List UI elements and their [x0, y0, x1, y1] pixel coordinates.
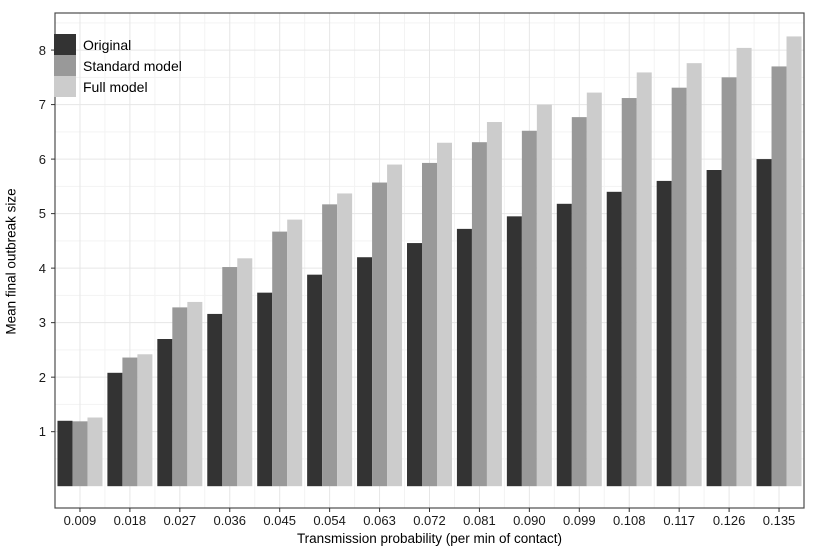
bar-original-0.027: [157, 339, 173, 487]
bar-standard-model-0.126: [721, 77, 737, 487]
y-tick-label-8: 8: [38, 42, 46, 58]
bar-standard-model-0.018: [122, 357, 138, 487]
y-tick-label-6: 6: [38, 151, 46, 167]
legend-label-full-model: Full model: [83, 78, 148, 95]
bar-full-model-0.126: [736, 47, 752, 487]
bar-standard-model-0.027: [172, 307, 188, 487]
bar-original-0.063: [357, 257, 373, 487]
x-tick-label-0.045: 0.045: [263, 513, 296, 528]
legend-label-original: Original: [83, 36, 132, 53]
bar-original-0.072: [407, 243, 422, 487]
x-tick-label-0.054: 0.054: [313, 513, 346, 528]
bar-original-0.108: [606, 191, 622, 487]
bar-standard-model-0.081: [471, 142, 487, 487]
bar-full-model-0.081: [486, 122, 502, 487]
bar-standard-model-0.072: [422, 162, 437, 487]
x-tick-label-0.036: 0.036: [213, 513, 247, 528]
bar-full-model-0.054: [337, 193, 353, 487]
legend: Original Standard model Full model: [54, 34, 182, 97]
bar-standard-model-0.054: [322, 204, 338, 487]
y-tick-label-2: 2: [38, 369, 46, 385]
y-tick-label-1: 1: [38, 424, 46, 440]
bar-original-0.018: [107, 372, 123, 487]
bar-standard-model-0.045: [272, 231, 288, 487]
bar-original-0.036: [207, 313, 223, 487]
legend-swatch-original: [54, 34, 76, 55]
bar-full-model-0.135: [786, 36, 802, 487]
bar-standard-model-0.099: [571, 117, 587, 487]
x-tick-label-0.117: 0.117: [663, 513, 695, 528]
bar-original-0.090: [506, 216, 522, 487]
x-tick-label-0.081: 0.081: [463, 513, 496, 528]
bar-full-model-0.045: [287, 219, 303, 487]
bar-standard-model-0.117: [671, 87, 687, 487]
legend-label-standard-model: Standard model: [83, 57, 182, 74]
bar-full-model-0.117: [686, 63, 702, 487]
bar-full-model-0.018: [137, 354, 153, 487]
bar-standard-model-0.009: [72, 421, 88, 487]
bar-full-model-0.072: [437, 142, 452, 487]
y-tick-label-7: 7: [38, 97, 46, 113]
x-tick-label-0.090: 0.090: [513, 513, 546, 528]
bars: [57, 36, 802, 487]
bar-full-model-0.099: [586, 92, 602, 487]
y-tick-label-4: 4: [38, 260, 46, 276]
x-tick-label-0.126: 0.126: [712, 513, 746, 528]
bar-standard-model-0.036: [222, 267, 238, 487]
x-tick-label-0.108: 0.108: [612, 513, 646, 528]
bar-full-model-0.090: [536, 104, 552, 487]
y-axis-title: Mean final outbreak size: [3, 188, 19, 335]
legend-swatch-standard-model: [54, 55, 76, 76]
x-tick-label-0.063: 0.063: [363, 513, 396, 528]
legend-item-full-model: Full model: [54, 76, 182, 97]
x-tick-label-0.099: 0.099: [563, 513, 596, 528]
bar-full-model-0.063: [387, 164, 403, 487]
legend-item-original: Original: [54, 34, 182, 55]
legend-swatch-full-model: [54, 76, 76, 97]
bar-standard-model-0.108: [621, 98, 637, 487]
legend-item-standard-model: Standard model: [54, 55, 182, 76]
bar-standard-model-0.135: [771, 66, 787, 487]
bar-full-model-0.108: [636, 72, 652, 487]
bar-original-0.126: [706, 170, 722, 487]
x-tick-label-0.018: 0.018: [113, 513, 147, 528]
bar-full-model-0.027: [187, 301, 203, 487]
bar-original-0.045: [257, 292, 273, 487]
bar-standard-model-0.090: [521, 130, 537, 487]
bar-original-0.081: [456, 228, 472, 487]
x-tick-label-0.027: 0.027: [163, 513, 197, 528]
axis-tick-marks: [51, 49, 780, 512]
bar-original-0.009: [57, 420, 73, 487]
x-axis-title: Transmission probability (per min of con…: [296, 531, 563, 546]
bar-original-0.117: [656, 180, 672, 487]
y-tick-label-3: 3: [38, 315, 46, 331]
x-tick-label-0.135: 0.135: [762, 513, 796, 528]
x-tick-label-0.072: 0.072: [413, 513, 446, 528]
y-tick-label-5: 5: [38, 206, 46, 222]
bar-full-model-0.009: [87, 417, 103, 487]
bar-full-model-0.036: [237, 258, 253, 487]
x-tick-label-0.009: 0.009: [63, 513, 97, 528]
bar-original-0.099: [556, 203, 572, 487]
bar-standard-model-0.063: [372, 182, 388, 487]
bar-original-0.054: [307, 274, 323, 487]
bar-original-0.135: [756, 159, 772, 487]
